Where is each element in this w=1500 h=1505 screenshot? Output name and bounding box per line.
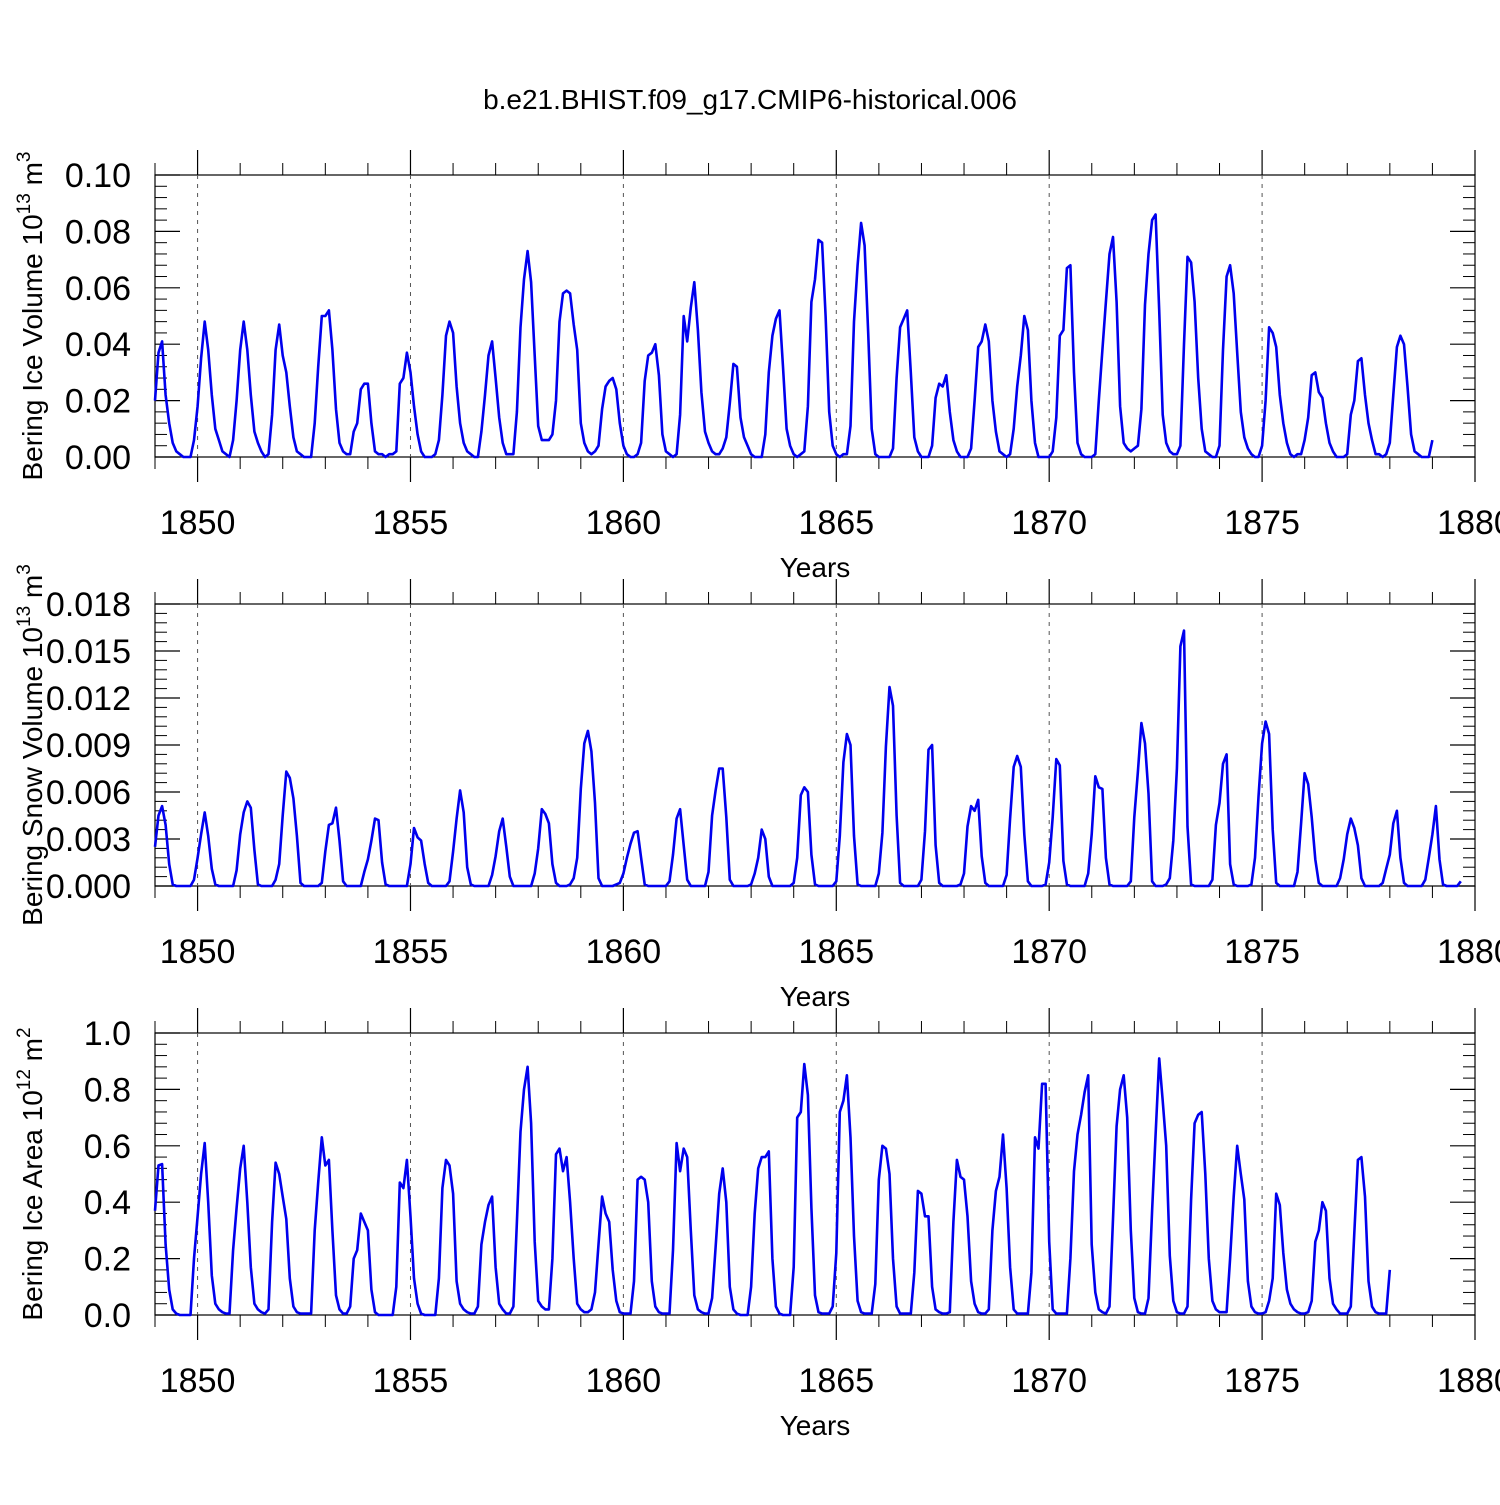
x-tick-label: 1850 (160, 1362, 236, 1400)
plot-frame (154, 603, 1476, 887)
y-tick-label: 0.009 (46, 727, 131, 765)
x-tick-label: 1875 (1224, 504, 1300, 542)
series-line-snow-volume (153, 629, 1462, 888)
y-axis-label-part: m (17, 162, 48, 193)
y-tick-label: 0.015 (46, 633, 131, 671)
y-tick-label: 0.6 (84, 1128, 131, 1166)
x-tick-label: 1855 (373, 933, 449, 971)
x-tick-label: 1855 (373, 1362, 449, 1400)
plot-frame (154, 174, 1476, 458)
x-tick-label: 1875 (1224, 1362, 1300, 1400)
y-axis-label-part: 2 (14, 1027, 35, 1038)
y-tick-label: 0.006 (46, 774, 131, 812)
y-tick-label: 0.06 (65, 270, 131, 308)
x-tick-label: 1860 (586, 504, 662, 542)
x-tick-label: 1860 (586, 1362, 662, 1400)
x-tick-label: 1870 (1011, 504, 1087, 542)
y-tick-label: 0.000 (46, 868, 131, 906)
y-axis-label-part: 3 (14, 564, 35, 575)
x-axis-label: Years (780, 1410, 851, 1441)
y-tick-label: 0.2 (84, 1241, 131, 1279)
y-axis-label-part: m (17, 575, 48, 606)
x-tick-label: 1855 (373, 504, 449, 542)
x-tick-label: 1865 (798, 933, 874, 971)
x-axis-label: Years (780, 552, 851, 583)
y-tick-label: 1.0 (84, 1015, 131, 1053)
x-tick-label: 1870 (1011, 933, 1087, 971)
y-tick-label: 0.02 (65, 383, 131, 421)
y-tick-label: 0.4 (84, 1184, 131, 1222)
y-tick-label: 0.00 (65, 439, 131, 477)
x-tick-label: 1865 (798, 1362, 874, 1400)
y-tick-label: 0.08 (65, 213, 131, 251)
y-axis-label: Bering Ice Volume 1013 m3 (14, 152, 48, 481)
y-tick-label: 0.10 (65, 157, 131, 195)
x-axis-label: Years (780, 981, 851, 1012)
figure-title: b.e21.BHIST.f09_g17.CMIP6-historical.006 (483, 84, 1017, 115)
x-tick-label: 1870 (1011, 1362, 1087, 1400)
y-tick-label: 0.012 (46, 680, 131, 718)
series-line-ice-area (153, 1057, 1392, 1317)
y-axis-label-part: 3 (14, 152, 35, 163)
plot-frame (154, 1032, 1476, 1316)
x-tick-label: 1860 (586, 933, 662, 971)
y-axis-label-part: Bering Snow Volume 10 (17, 627, 48, 926)
y-axis-label: Bering Ice Area 1012 m2 (14, 1027, 48, 1320)
y-tick-label: 0.003 (46, 821, 131, 859)
x-tick-label: 1875 (1224, 933, 1300, 971)
x-tick-label: 1865 (798, 504, 874, 542)
y-tick-label: 0.8 (84, 1071, 131, 1109)
y-axis-label-part: 12 (14, 1069, 35, 1090)
x-tick-label: 1850 (160, 504, 236, 542)
series-line-ice-volume (153, 213, 1434, 459)
y-axis-label-part: m (17, 1038, 48, 1069)
y-tick-label: 0.018 (46, 586, 131, 624)
y-tick-label: 0.04 (65, 326, 131, 364)
y-axis-label-part: Bering Ice Area 10 (17, 1090, 48, 1320)
y-tick-label: 0.0 (84, 1297, 131, 1335)
y-axis-label-part: 13 (14, 193, 35, 214)
x-tick-label: 1850 (160, 933, 236, 971)
y-axis-label: Bering Snow Volume 1013 m3 (14, 564, 48, 926)
y-axis-label-part: 13 (14, 606, 35, 627)
y-axis-label-part: Bering Ice Volume 10 (17, 214, 48, 480)
